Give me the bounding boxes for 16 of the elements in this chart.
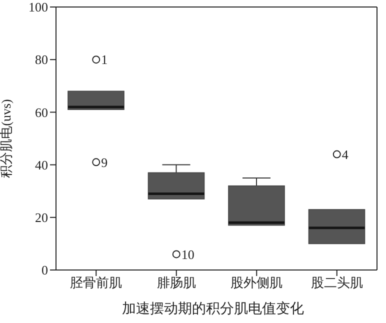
annotation: 10 — [181, 246, 194, 262]
y-axis-title: 积分肌电(uvs) — [0, 99, 14, 178]
y-tick-label: 100 — [28, 0, 48, 15]
y-tick-label: 40 — [35, 157, 48, 172]
annotation: 1 — [101, 52, 108, 68]
annotation: 9 — [101, 154, 108, 170]
x-axis-title: 加速摆动期的积分肌电值变化 — [121, 300, 305, 318]
annotation: 4 — [342, 146, 349, 162]
x-tick-label: 股二头肌 — [310, 275, 363, 290]
x-tick-label: 胫骨前肌 — [70, 275, 122, 290]
y-tick-label: 80 — [35, 52, 48, 68]
y-tick-label: 20 — [35, 210, 48, 226]
x-tick-label: 腓肠肌 — [156, 275, 196, 290]
y-tick-label: 0 — [42, 262, 48, 278]
x-tick-label: 股外侧肌 — [230, 275, 283, 290]
y-tick-label: 60 — [35, 104, 48, 120]
